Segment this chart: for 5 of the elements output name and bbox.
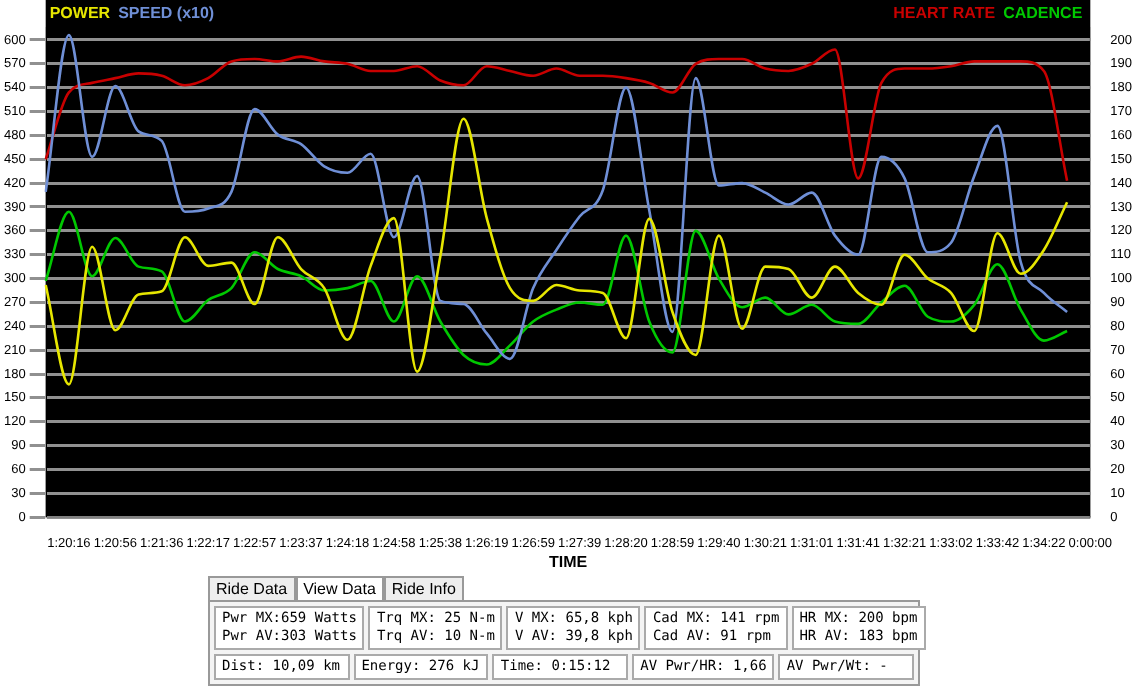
text: HEART RATE <box>893 4 996 22</box>
x-axis-title: TIME <box>548 552 589 571</box>
text: CADENCE <box>1003 4 1083 22</box>
text: SPEED (x10) <box>118 4 215 22</box>
text: POWER <box>49 4 111 22</box>
